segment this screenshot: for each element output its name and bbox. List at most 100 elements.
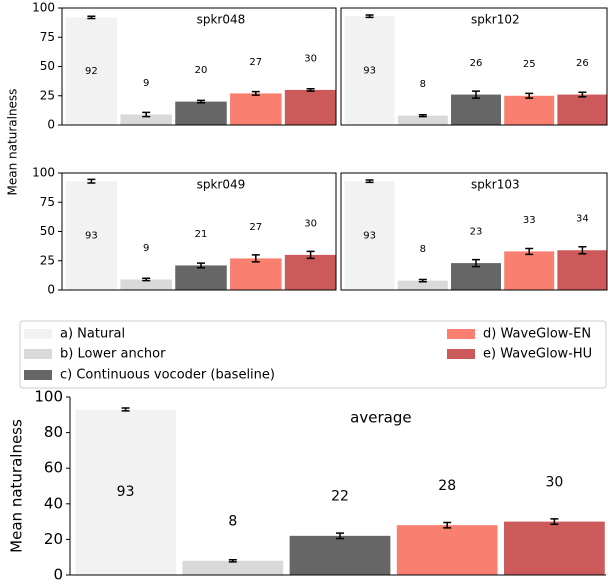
bar (120, 279, 172, 290)
y-tick-label: 75 (40, 195, 55, 209)
legend-swatch (24, 349, 52, 359)
bar (396, 525, 498, 575)
error-bar (306, 250, 315, 260)
value-label: 93 (117, 484, 135, 500)
value-label: 26 (576, 58, 589, 69)
legend-label: a) Natural (60, 327, 125, 342)
error-bar (472, 258, 480, 268)
y-label: Mean naturalness (8, 419, 26, 553)
y-tick-label: 60 (44, 459, 63, 477)
value-label: 28 (438, 478, 456, 494)
bar (230, 258, 282, 290)
value-label: 9 (143, 78, 149, 89)
error-bar (418, 278, 427, 283)
bar (450, 263, 502, 290)
value-label: 34 (576, 214, 589, 225)
value-label: 8 (228, 514, 237, 530)
value-label: 8 (420, 79, 426, 90)
value-label: 23 (470, 227, 483, 238)
error-bar (87, 178, 96, 184)
legend-swatch (24, 329, 52, 339)
bar (284, 89, 337, 125)
y-tick-label: 100 (34, 388, 63, 406)
error-bar (525, 247, 534, 256)
bar (504, 251, 555, 290)
legend-swatch (447, 349, 475, 359)
legend-swatch (447, 329, 475, 339)
bar (504, 95, 555, 125)
panel-title: spkr048 (197, 13, 246, 27)
bar (289, 535, 391, 575)
value-label: 93 (85, 231, 98, 242)
bar (397, 280, 448, 290)
error-bar (142, 277, 151, 282)
error-bar (472, 90, 480, 99)
value-label: 93 (363, 66, 376, 77)
error-bar (251, 254, 260, 263)
y-tick-label: 40 (44, 494, 63, 512)
error-bar (121, 407, 130, 412)
bar (344, 181, 395, 290)
bar (450, 94, 502, 125)
value-label: 25 (523, 59, 536, 70)
error-bar (197, 99, 205, 104)
panel-title: average (350, 409, 411, 427)
error-bar (251, 90, 260, 96)
bar (65, 17, 118, 125)
bar (397, 115, 448, 125)
y-tick-label: 80 (44, 423, 63, 441)
value-label: 9 (143, 243, 149, 254)
error-bar (197, 262, 205, 269)
value-label: 33 (523, 215, 536, 226)
y-tick-label: 25 (40, 88, 55, 102)
error-bar (336, 532, 344, 540)
value-label: 22 (331, 489, 349, 505)
bar (120, 114, 172, 125)
error-bar (87, 15, 96, 20)
error-bar (418, 113, 427, 118)
value-label: 8 (420, 244, 426, 255)
value-label: 30 (545, 474, 563, 490)
error-bar (443, 521, 452, 529)
y-tick-label: 0 (53, 566, 63, 584)
y-tick-label: 20 (44, 530, 63, 548)
axes-frame (340, 172, 608, 291)
y-tick-label: 100 (32, 166, 55, 180)
y-tick-label: 0 (47, 283, 55, 297)
legend-swatch (24, 370, 52, 380)
bar (75, 409, 176, 575)
y-tick-label: 25 (40, 253, 55, 267)
error-bar (578, 245, 587, 255)
error-bar (365, 179, 374, 184)
panel-title: spkr102 (471, 13, 520, 27)
panel-title: spkr049 (197, 178, 246, 192)
y-tick-label: 100 (32, 1, 55, 15)
panel-title: spkr103 (471, 178, 520, 192)
error-bar (525, 92, 534, 99)
value-label: 30 (304, 53, 317, 64)
y-tick-label: 75 (40, 30, 55, 44)
bar (175, 265, 227, 290)
value-label: 30 (304, 218, 317, 229)
legend-label: b) Lower anchor (60, 347, 166, 362)
bar (557, 94, 608, 125)
legend-label: e) WaveGlow-HU (483, 347, 592, 362)
bar (557, 250, 608, 290)
y-tick-label: 50 (40, 224, 55, 238)
bar (344, 16, 395, 125)
shared-y-label: Mean naturalness (6, 89, 20, 196)
value-label: 27 (249, 57, 262, 68)
legend-label: c) Continuous vocoder (baseline) (60, 368, 275, 383)
bar (284, 254, 337, 290)
error-bar (365, 14, 374, 19)
axes-frame (340, 7, 608, 126)
error-bar (578, 91, 587, 98)
bar (230, 93, 282, 125)
value-label: 26 (470, 58, 483, 69)
bar (504, 521, 605, 575)
value-label: 92 (85, 66, 98, 77)
error-bar (550, 518, 559, 526)
bar (182, 560, 284, 575)
error-bar (306, 87, 315, 92)
